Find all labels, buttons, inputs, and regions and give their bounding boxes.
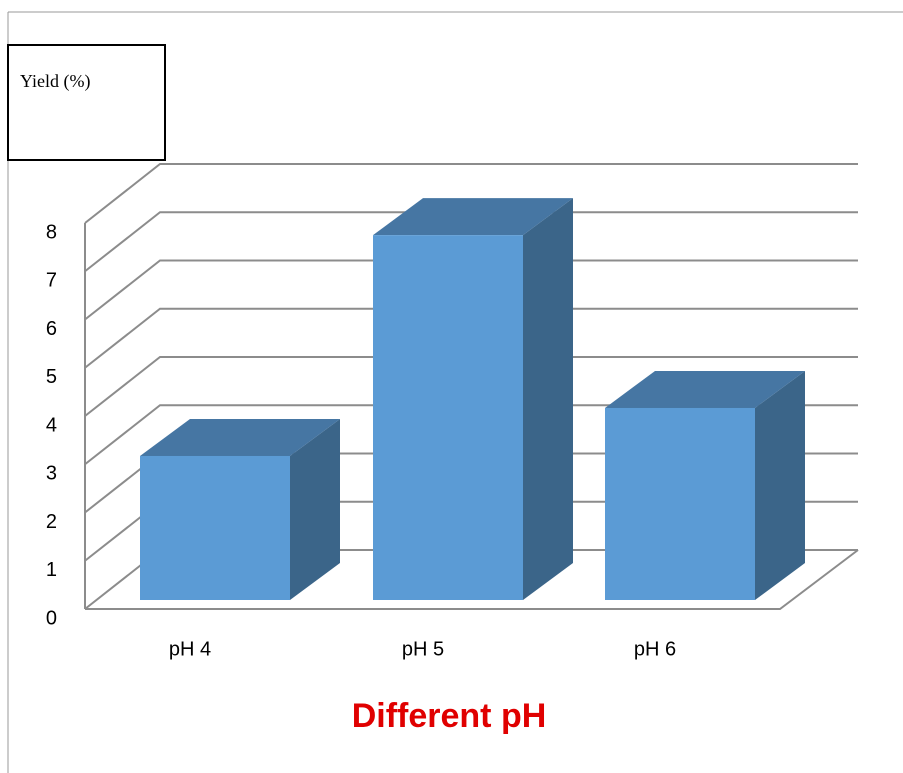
bar-top: [140, 418, 340, 456]
grid-line: [84, 307, 858, 369]
grid-line: [84, 211, 858, 273]
bar: [140, 455, 290, 600]
bar-side: [523, 198, 573, 601]
floor: [85, 549, 859, 610]
x-tick-label: pH 5: [402, 638, 444, 660]
x-tick-label: pH 6: [634, 638, 676, 660]
grid-line: [84, 163, 858, 224]
y-tick-label: 6: [46, 318, 57, 340]
x-tick-label: pH 4: [169, 638, 211, 660]
y-tick-label: 5: [46, 366, 57, 388]
y-tick-label: 1: [46, 559, 57, 581]
grid-line: [84, 259, 858, 321]
bar-side: [290, 418, 340, 600]
bar-side: [755, 370, 805, 600]
bar-top: [373, 198, 573, 236]
bar: [605, 407, 755, 600]
bar-top: [605, 370, 805, 408]
grid-line: [84, 356, 858, 417]
bar: [373, 235, 523, 601]
y-tick-label: 2: [46, 511, 57, 533]
y-tick-label: 0: [46, 607, 57, 629]
y-tick-label: 7: [46, 270, 57, 292]
y-axis-label: Yield (%): [20, 71, 90, 92]
y-tick-label: 4: [46, 414, 57, 436]
x-axis-label: Different pH: [352, 697, 547, 735]
y-label-box: [7, 44, 166, 161]
y-tick-label: 3: [46, 463, 57, 485]
y-tick-label: 8: [46, 221, 57, 243]
